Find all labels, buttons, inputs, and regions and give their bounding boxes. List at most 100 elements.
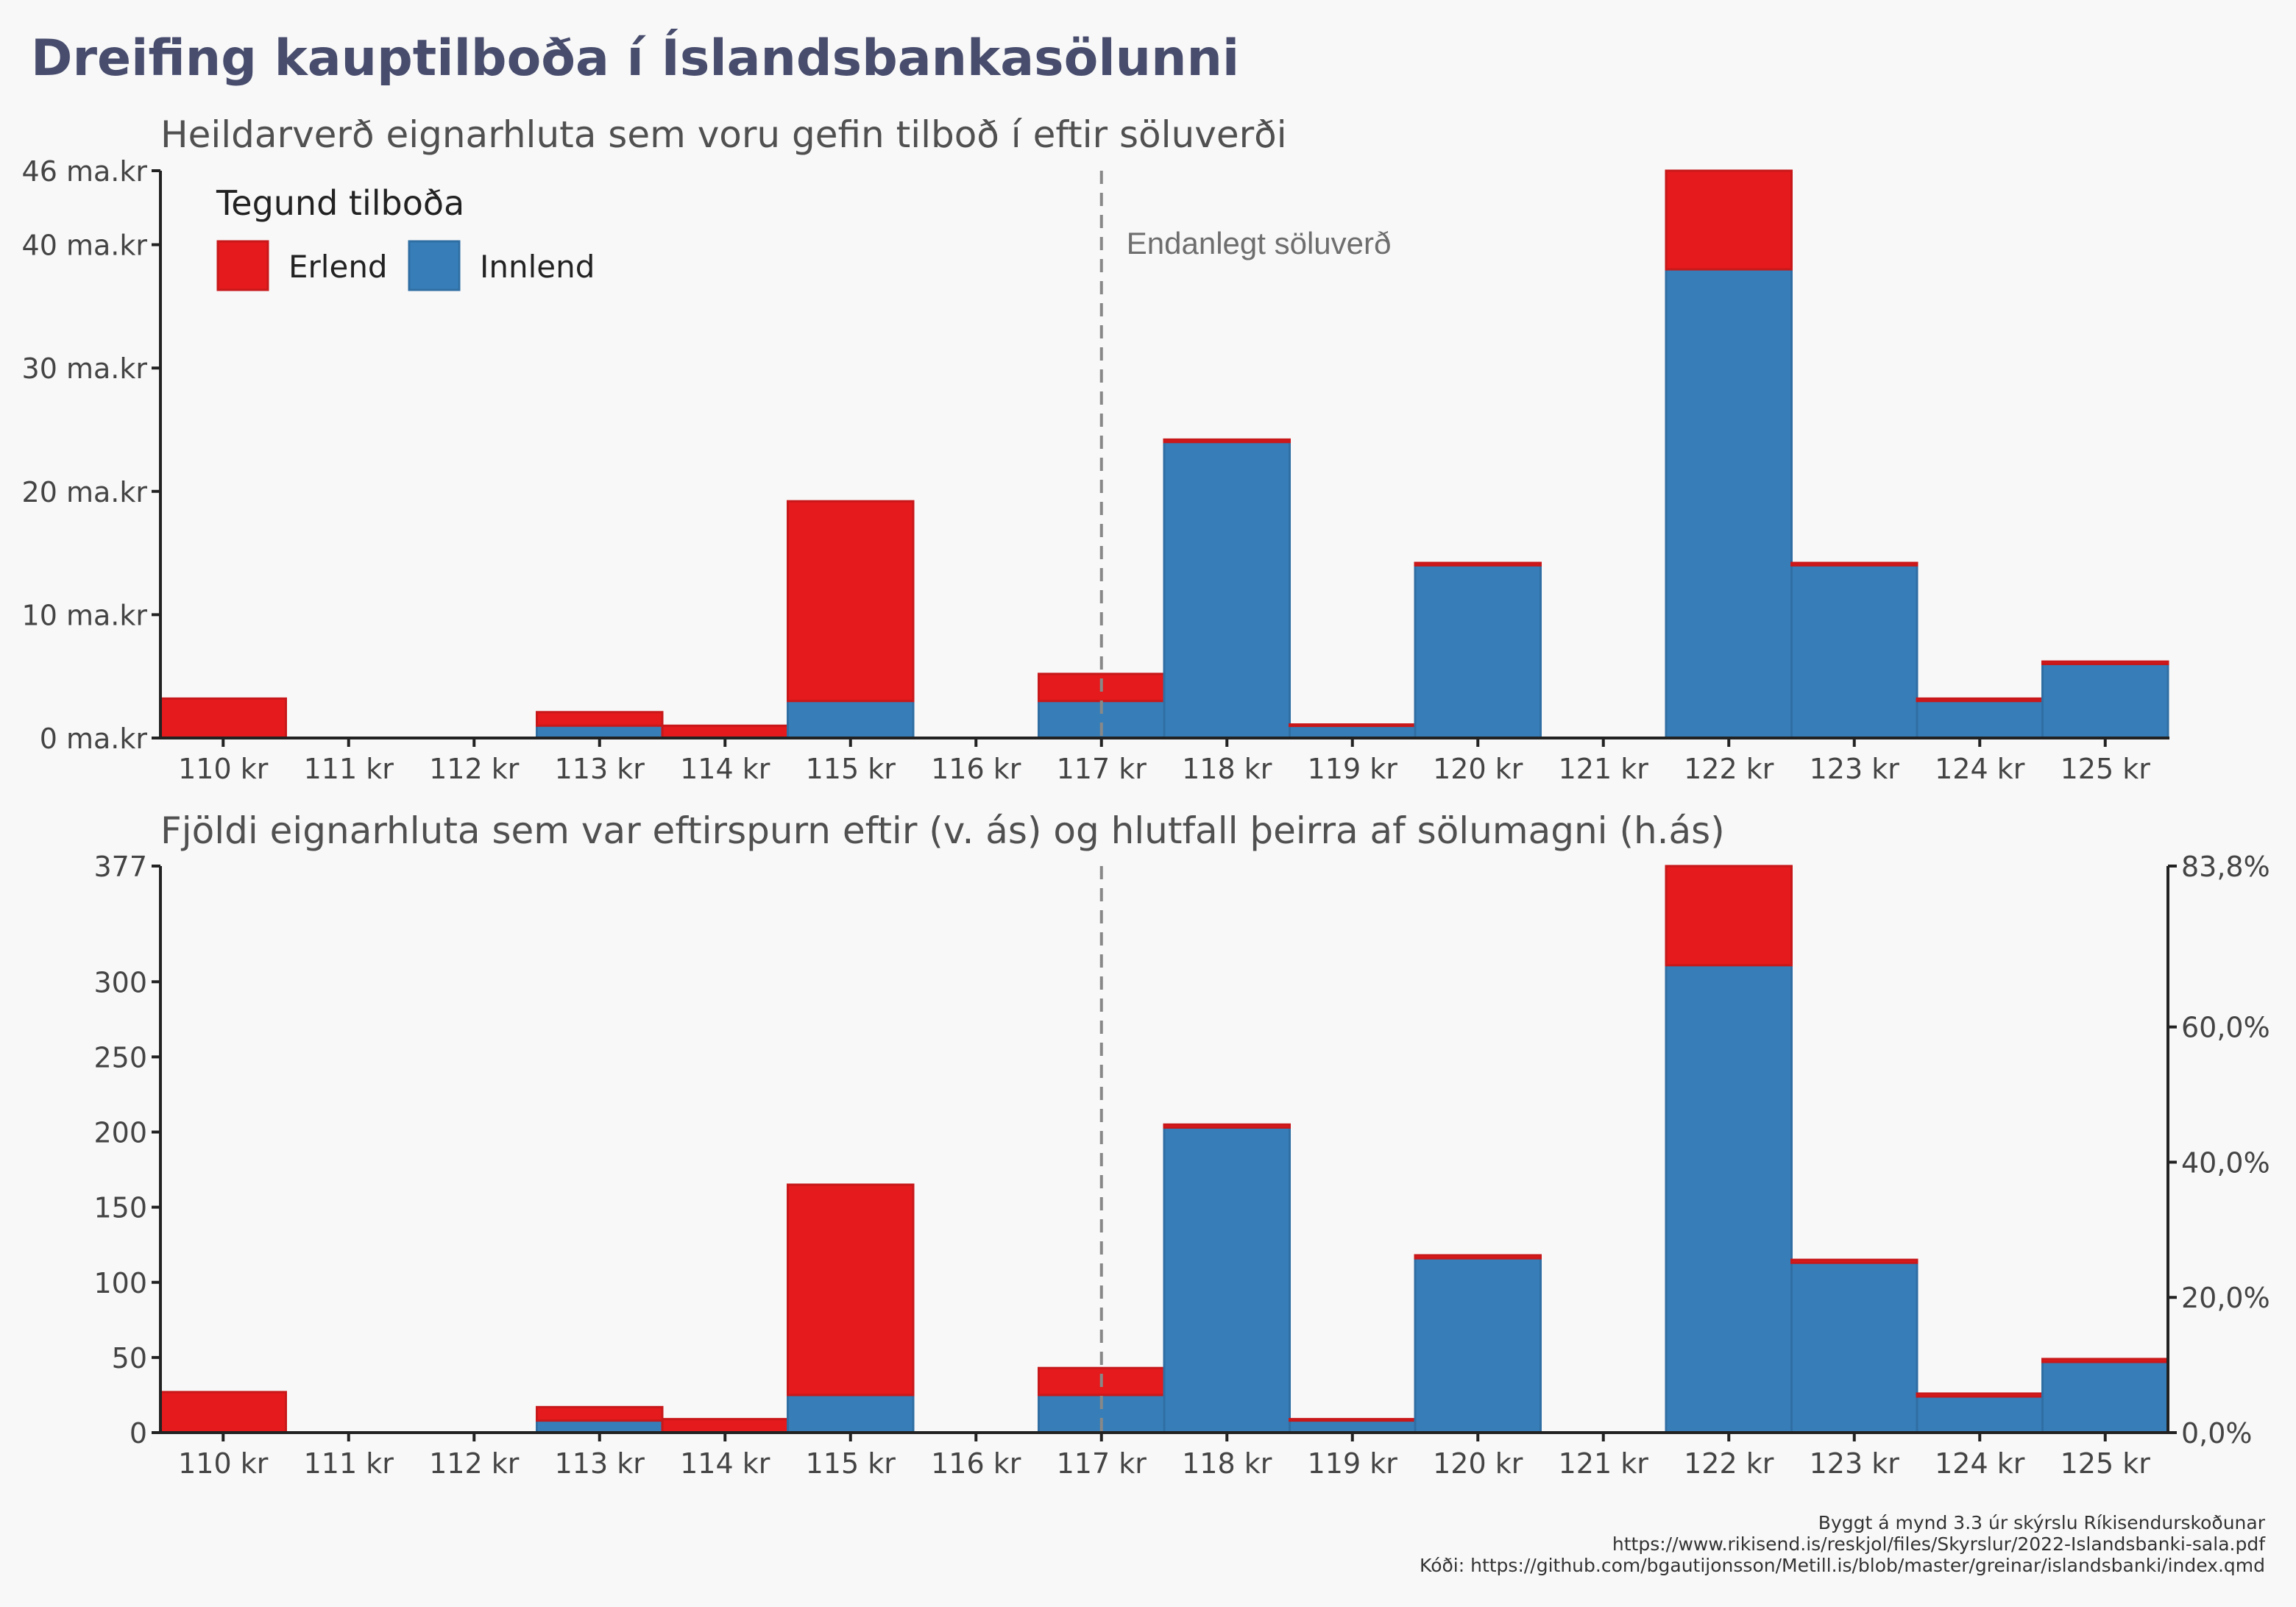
top-bar-innlend-119-kr bbox=[1289, 724, 1417, 739]
top-bar-innlend-124-kr bbox=[1916, 700, 2044, 739]
legend-swatch-innlend bbox=[408, 240, 461, 291]
top-x-tick-label: 112 kr bbox=[429, 753, 520, 785]
top-y-tick-label: 20 ma.kr bbox=[22, 476, 148, 508]
top-panel-axes: 0 ma.kr 10 ma.kr 20 ma.kr 30 ma.kr 40 ma.kr 4… bbox=[22, 155, 2169, 785]
bottom-x-tick-label: 117 kr bbox=[1057, 1447, 1147, 1480]
top-x-tick-label: 117 kr bbox=[1057, 753, 1147, 785]
bottom-y2-tick-label: 40,0% bbox=[2181, 1146, 2270, 1179]
bottom-y-tick-label: 200 bbox=[93, 1117, 147, 1149]
top-bar-innlend-122-kr bbox=[1665, 268, 1793, 739]
top-x-tick-label: 111 kr bbox=[304, 753, 394, 785]
top-bar-erlend-119-kr bbox=[1289, 723, 1417, 728]
top-y-tick-label: 40 ma.kr bbox=[22, 230, 148, 262]
bottom-bar-innlend-123-kr bbox=[1790, 1261, 1918, 1434]
top-reference-label: Endanlegt söluverð bbox=[1127, 226, 1392, 260]
bottom-bar-innlend-118-kr bbox=[1163, 1126, 1291, 1434]
bottom-bar-erlend-119-kr bbox=[1289, 1418, 1417, 1422]
bottom-x-tick-label: 123 kr bbox=[1810, 1447, 1900, 1480]
bottom-bar-erlend-114-kr bbox=[661, 1418, 789, 1434]
top-bar-erlend-114-kr bbox=[661, 724, 789, 739]
caption-line-2: https://www.rikisend.is/reskjol/files/Sk… bbox=[1612, 1533, 2266, 1555]
top-bar-innlend-120-kr bbox=[1414, 564, 1542, 739]
top-bar-innlend-113-kr bbox=[536, 724, 664, 739]
top-x-tick-label: 116 kr bbox=[931, 753, 1021, 785]
top-x-tick-label: 114 kr bbox=[680, 753, 770, 785]
top-bar-erlend-123-kr bbox=[1790, 561, 1918, 567]
top-x-tick-label: 120 kr bbox=[1433, 753, 1523, 785]
top-x-tick-label: 123 kr bbox=[1810, 753, 1900, 785]
top-bar-erlend-124-kr bbox=[1916, 697, 2044, 703]
top-panel-subtitle: Heildarverð eignarhluta sem voru gefin t… bbox=[160, 113, 1287, 156]
top-bar-erlend-125-kr bbox=[2041, 660, 2169, 665]
caption-line-1: Byggt á mynd 3.3 úr skýrslu Ríkisendursk… bbox=[1818, 1512, 2266, 1533]
bottom-bar-innlend-120-kr bbox=[1414, 1257, 1542, 1434]
top-bar-erlend-120-kr bbox=[1414, 561, 1542, 567]
bottom-x-tick-label: 122 kr bbox=[1684, 1447, 1774, 1480]
bottom-bar-erlend-113-kr bbox=[536, 1405, 664, 1422]
bottom-panel: Fjöldi eignarhluta sem var eftirspurn ef… bbox=[93, 809, 2270, 1480]
bottom-x-tick-label: 112 kr bbox=[429, 1447, 520, 1480]
legend-title: Tegund tilboða bbox=[216, 183, 464, 223]
top-bar-erlend-118-kr bbox=[1163, 438, 1291, 444]
legend: Tegund tilboða Erlend Innlend bbox=[216, 183, 595, 291]
top-y-tick-label: 46 ma.kr bbox=[22, 155, 148, 188]
bottom-y-tick-label: 250 bbox=[93, 1041, 147, 1074]
bottom-y2-tick-label: 83,8% bbox=[2181, 851, 2270, 883]
bottom-x-tick-label: 110 kr bbox=[178, 1447, 269, 1480]
top-bar-erlend-113-kr bbox=[536, 711, 664, 727]
bottom-bar-erlend-122-kr bbox=[1665, 865, 1793, 967]
bottom-bar-innlend-113-kr bbox=[536, 1419, 664, 1434]
bottom-bar-erlend-124-kr bbox=[1916, 1392, 2044, 1398]
caption-line-3: Kóði: https://github.com/bgautijonsson/M… bbox=[1420, 1555, 2265, 1576]
top-y-tick-label: 10 ma.kr bbox=[22, 599, 148, 631]
bottom-bar-erlend-120-kr bbox=[1414, 1254, 1542, 1260]
top-x-tick-label: 113 kr bbox=[555, 753, 645, 785]
bottom-bar-erlend-123-kr bbox=[1790, 1258, 1918, 1264]
top-x-tick-label: 118 kr bbox=[1182, 753, 1272, 785]
bottom-y-tick-label: 100 bbox=[93, 1267, 147, 1299]
top-y-tick-label: 30 ma.kr bbox=[22, 352, 148, 385]
top-x-tick-label: 115 kr bbox=[806, 753, 896, 785]
legend-swatch-erlend bbox=[216, 240, 269, 291]
bottom-panel-axes: 0 50 100 150 200 250 300 377 0,0% 20,0% 40,0% 60,0%… bbox=[93, 851, 2270, 1480]
bottom-bar-erlend-110-kr bbox=[159, 1391, 287, 1434]
top-bar-erlend-110-kr bbox=[159, 697, 287, 739]
bottom-x-tick-label: 124 kr bbox=[1935, 1447, 2025, 1480]
bottom-x-tick-label: 113 kr bbox=[555, 1447, 645, 1480]
bottom-x-tick-label: 114 kr bbox=[680, 1447, 770, 1480]
top-x-tick-label: 119 kr bbox=[1308, 753, 1398, 785]
top-panel-reference-line: Endanlegt söluverð bbox=[1099, 171, 1392, 738]
top-x-tick-label: 125 kr bbox=[2061, 753, 2151, 785]
bottom-x-tick-label: 116 kr bbox=[931, 1447, 1021, 1480]
bottom-bar-erlend-125-kr bbox=[2041, 1358, 2169, 1363]
bottom-y2-tick-label: 20,0% bbox=[2181, 1282, 2270, 1314]
top-panel-bars bbox=[159, 169, 2169, 739]
top-x-tick-label: 110 kr bbox=[178, 753, 269, 785]
top-bar-innlend-115-kr bbox=[787, 700, 915, 739]
bottom-bar-erlend-118-kr bbox=[1163, 1123, 1291, 1129]
top-x-tick-label: 124 kr bbox=[1935, 753, 2025, 785]
bottom-bar-erlend-115-kr bbox=[787, 1183, 915, 1397]
bottom-y2-tick-label: 60,0% bbox=[2181, 1012, 2270, 1044]
bottom-bar-innlend-119-kr bbox=[1289, 1419, 1417, 1434]
bottom-x-tick-label: 111 kr bbox=[304, 1447, 394, 1480]
top-bar-erlend-122-kr bbox=[1665, 169, 1793, 271]
bottom-y-tick-label: 0 bbox=[130, 1417, 147, 1450]
legend-label-innlend: Innlend bbox=[480, 249, 595, 285]
bottom-bar-innlend-124-kr bbox=[1916, 1395, 2044, 1434]
caption: Byggt á mynd 3.3 úr skýrslu Ríkisendursk… bbox=[1420, 1512, 2266, 1576]
top-panel: Heildarverð eignarhluta sem voru gefin t… bbox=[22, 113, 2169, 785]
legend-label-erlend: Erlend bbox=[288, 249, 388, 285]
bottom-y-tick-label: 150 bbox=[93, 1192, 147, 1224]
bottom-x-tick-label: 119 kr bbox=[1308, 1447, 1398, 1480]
bottom-y-tick-label: 377 bbox=[93, 851, 147, 883]
chart-title: Dreifing kauptilboða í Íslandsbankasölun… bbox=[31, 29, 1239, 88]
top-bar-innlend-118-kr bbox=[1163, 441, 1291, 739]
bottom-bar-innlend-115-kr bbox=[787, 1394, 915, 1434]
bottom-bar-innlend-125-kr bbox=[2041, 1361, 2169, 1434]
bottom-bar-innlend-122-kr bbox=[1665, 964, 1793, 1434]
bottom-y-tick-label: 50 bbox=[112, 1342, 147, 1374]
bottom-x-tick-label: 118 kr bbox=[1182, 1447, 1272, 1480]
top-y-tick-label: 0 ma.kr bbox=[40, 723, 148, 755]
